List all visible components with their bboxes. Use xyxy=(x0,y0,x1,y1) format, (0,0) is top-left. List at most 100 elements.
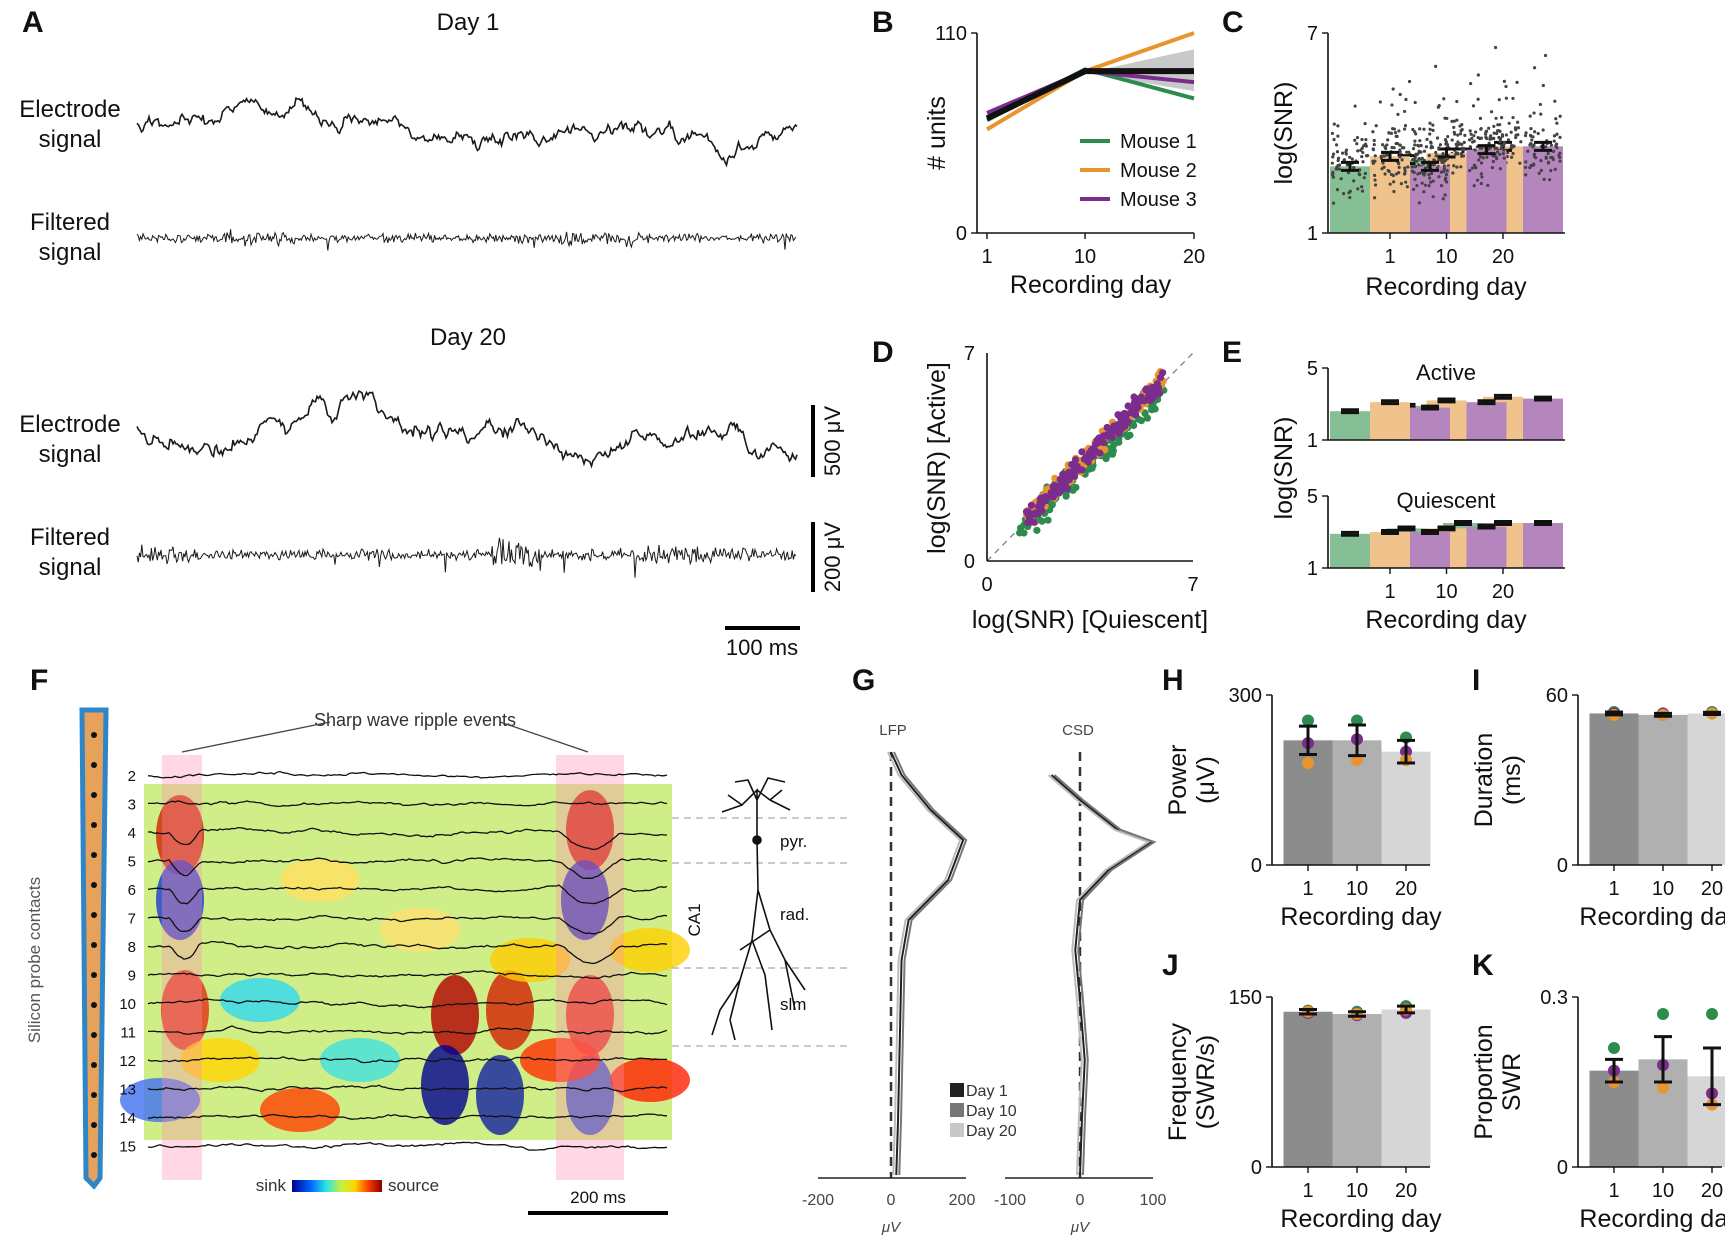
c-unit-point xyxy=(1413,100,1417,105)
g-legend-swatch-day10 xyxy=(950,1103,964,1117)
c-unit-point xyxy=(1428,121,1432,125)
probe-contact xyxy=(91,792,97,798)
j-bar xyxy=(1381,1009,1431,1167)
c-unit-point xyxy=(1381,161,1385,165)
c-unit-point xyxy=(1360,154,1364,159)
c-unit-point xyxy=(1400,158,1404,162)
csd-blob xyxy=(161,970,209,1050)
electrode-label-1a: Electrode xyxy=(19,96,120,123)
g-csd-unit: μV xyxy=(1070,1219,1091,1236)
c-unit-point xyxy=(1442,167,1446,171)
swr-highlight-1 xyxy=(162,755,202,1180)
c-unit-point xyxy=(1430,171,1434,176)
c-unit-point xyxy=(1431,123,1435,127)
g-lfp-tick-neg: -200 xyxy=(802,1192,834,1209)
d-point xyxy=(1104,432,1112,440)
c-unit-point xyxy=(1558,135,1562,139)
c-unit-point xyxy=(1404,97,1408,102)
day1-title: Day 1 xyxy=(437,9,500,36)
k-mouse-point xyxy=(1608,1042,1620,1054)
c-unit-point xyxy=(1398,92,1402,97)
d-point xyxy=(1036,501,1044,509)
c-unit-point xyxy=(1357,172,1361,176)
c-unit-point xyxy=(1544,145,1548,149)
i-x-axis-label: Recording day xyxy=(1579,903,1725,931)
c-unit-point xyxy=(1405,150,1409,154)
c-unit-point xyxy=(1470,136,1474,140)
h-x-axis-label: Recording day xyxy=(1280,903,1442,931)
j-y-tick-label: 150 xyxy=(1229,987,1262,1009)
h-y-axis-label-1: Power xyxy=(1164,745,1192,816)
raw-trace-day1 xyxy=(136,96,798,168)
d-point xyxy=(1109,427,1118,435)
d-point xyxy=(1134,395,1142,403)
c-unit-point xyxy=(1345,163,1349,167)
c-unit-point xyxy=(1471,104,1476,108)
c-unit-point xyxy=(1479,172,1483,176)
c-unit-point xyxy=(1381,143,1385,147)
channel-label: 12 xyxy=(119,1053,136,1070)
lfp-trace xyxy=(147,1141,668,1151)
c-unit-point xyxy=(1398,148,1402,152)
c-unit-point xyxy=(1437,158,1441,162)
c-unit-point xyxy=(1498,123,1502,127)
filtered-label-1b: signal xyxy=(39,239,102,266)
d-x-tick-label: 7 xyxy=(1187,574,1198,596)
d-point xyxy=(1064,476,1072,484)
c-unit-point xyxy=(1442,97,1446,101)
c-unit-point xyxy=(1331,155,1335,159)
channel-label: 3 xyxy=(128,797,136,814)
c-unit-point xyxy=(1427,184,1431,188)
k-y-axis-label-2: SWR xyxy=(1498,1053,1526,1111)
layer-boundaries xyxy=(672,817,848,1047)
csd-blob xyxy=(220,978,300,1022)
c-y-axis-label: log(SNR) xyxy=(1270,82,1298,185)
d-point xyxy=(1131,410,1139,418)
e-quiescent-y-tick-label: 1 xyxy=(1307,558,1318,580)
j-bar xyxy=(1332,1014,1382,1167)
c-unit-point xyxy=(1495,129,1500,133)
b-legend-label: Mouse 1 xyxy=(1120,131,1197,153)
c-unit-point xyxy=(1473,148,1477,152)
d-point xyxy=(1155,389,1164,398)
c-unit-point xyxy=(1445,169,1449,173)
c-unit-point xyxy=(1537,171,1541,175)
probe-contacts xyxy=(91,732,97,1158)
c-unit-point xyxy=(1444,172,1449,177)
probe-label: Silicon probe contacts xyxy=(25,877,44,1043)
c-unit-point xyxy=(1334,143,1339,147)
c-unit-point xyxy=(1407,79,1412,84)
c-unit-point xyxy=(1518,161,1522,165)
d-x-axis-label: log(SNR) [Quiescent] xyxy=(972,606,1208,634)
channel-label: 13 xyxy=(119,1082,136,1099)
swr-title: Sharp wave ripple events xyxy=(314,710,516,730)
g-csd-profile xyxy=(1050,774,1154,1176)
c-unit-point xyxy=(1353,104,1357,108)
j-y-tick-label: 0 xyxy=(1251,1157,1262,1179)
probe-contact xyxy=(91,762,97,768)
csd-blob xyxy=(320,1038,400,1082)
c-unit-point xyxy=(1386,138,1390,142)
panel-letter-i: I xyxy=(1472,664,1480,697)
c-unit-point xyxy=(1360,137,1364,142)
filtered-trace-day20 xyxy=(136,537,797,578)
panel-letter-b: B xyxy=(872,6,894,39)
g-lfp-label: LFP xyxy=(879,722,907,739)
lfp-trace xyxy=(147,970,668,980)
panel-j-chart: 0 150 1 10 20 Recording day Frequency (SWR/s) xyxy=(1164,987,1442,1233)
c-y-tick-label: 7 xyxy=(1307,23,1318,45)
c-unit-point xyxy=(1420,181,1424,185)
panel-letter-e: E xyxy=(1222,336,1242,369)
d-point xyxy=(1030,518,1038,526)
c-unit-point xyxy=(1371,148,1376,152)
d-point xyxy=(1150,392,1158,400)
c-unit-point xyxy=(1336,124,1340,128)
c-unit-point xyxy=(1541,83,1545,88)
c-unit-point xyxy=(1429,180,1433,184)
h-y-tick-label: 300 xyxy=(1229,685,1262,707)
c-unit-point xyxy=(1532,152,1536,156)
c-unit-point xyxy=(1402,172,1407,176)
c-unit-point xyxy=(1395,142,1400,146)
scale-label-200uv: 200 μV xyxy=(820,522,845,592)
